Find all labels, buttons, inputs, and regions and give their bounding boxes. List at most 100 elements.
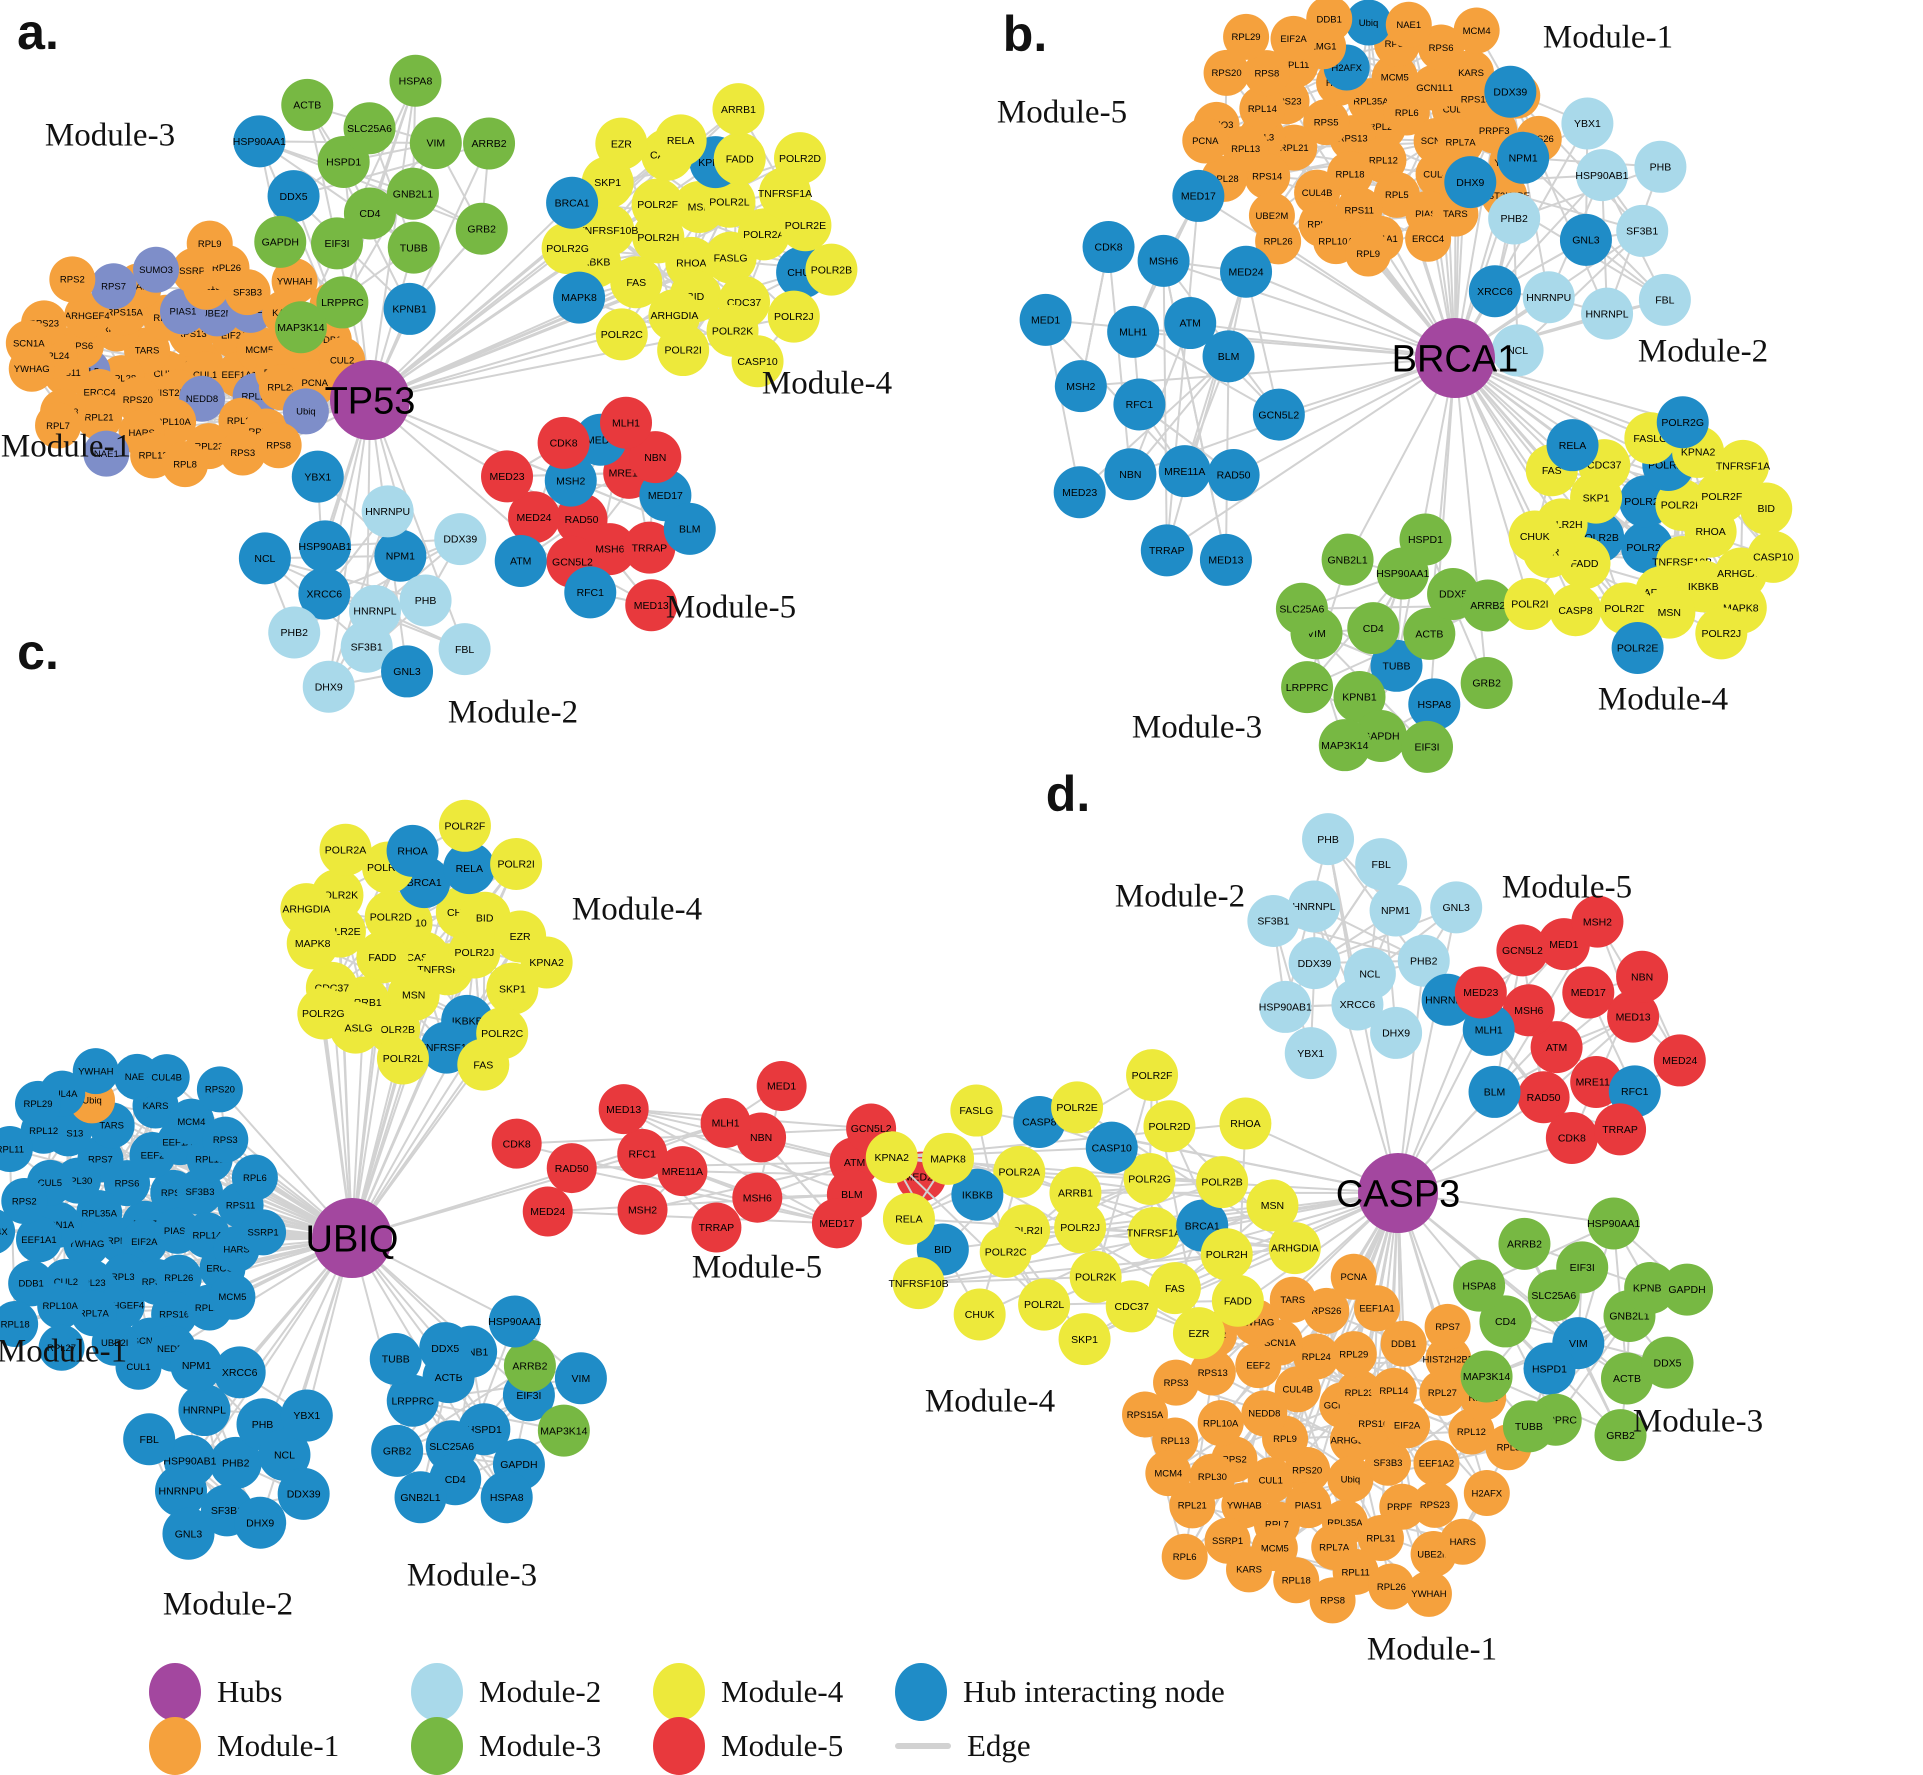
node-GNL3: GNL3 [1559,213,1612,266]
node-RPL29: RPL29 [1330,1331,1377,1378]
node-DDX39: DDX39 [434,513,487,566]
node-DDX5: DDX5 [1641,1336,1694,1389]
node-FBL: FBL [1355,838,1408,891]
node-MCM4: MCM4 [1145,1450,1192,1497]
legend-item-hub-interacting-node: Hub interacting node [895,1662,1225,1722]
legend-label: Module-5 [721,1728,844,1763]
node-RPS20: RPS20 [196,1066,243,1113]
legend-label: Module-4 [721,1674,844,1709]
node-RPS7: RPS7 [90,263,137,310]
node-H2AFX: H2AFX [1463,1470,1510,1517]
legend-item-module-3: Module-3 [411,1716,601,1775]
node-NPM1: NPM1 [1369,884,1422,937]
legend-swatch-hubnode [895,1663,947,1721]
node-ARRB2: ARRB2 [503,1339,556,1392]
legend-item-hubs: Hubs [149,1662,282,1722]
node-RPS2: RPS2 [49,256,96,303]
legend-label: Module-3 [479,1728,602,1763]
node-POLR2F: POLR2F [631,178,684,231]
node-RAD50: RAD50 [546,1143,597,1194]
node-XRCC6: XRCC6 [1468,265,1521,318]
node-MED17: MED17 [811,1198,862,1249]
node-TUBB: TUBB [387,221,440,274]
legend-item-module-1: Module-1 [149,1716,339,1775]
node-ARRB1: ARRB1 [712,83,765,136]
legend-label: Module-2 [479,1674,602,1709]
node-MED13: MED13 [1199,533,1252,586]
node-Ubiq: Ubiq [1345,0,1392,46]
hub-edge [1233,357,1456,476]
node-DDB1: DDB1 [8,1260,55,1307]
node-POLR2G: POLR2G [1656,396,1709,449]
edge [1080,1204,1273,1229]
node-RELA: RELA [1546,419,1599,472]
node-MED24: MED24 [1653,1034,1706,1087]
node-KARS: KARS [1226,1546,1273,1593]
node-CDK8: CDK8 [491,1118,542,1169]
legend-swatch-module2 [411,1663,463,1721]
hub-TP53: TP53 [325,360,415,440]
node-PHB: PHB [1302,813,1355,866]
node-TRRAP: TRRAP [1140,524,1193,577]
node-MED1: MED1 [756,1060,807,1111]
hub-label: BRCA1 [1392,338,1519,380]
node-SLC25A6: SLC25A6 [343,102,396,155]
panel-b-nodes: RPL23RPS13RPL35ARPL12RPS5RPL6RPL18HARSSC… [1019,0,1800,773]
node-HSP90AB1: HSP90AB1 [298,520,352,573]
node-ARHGDIA: ARHGDIA [1268,1222,1321,1275]
legend-label: Hubs [217,1674,283,1709]
node-ERCC4: ERCC4 [1405,215,1452,262]
node-POLR2D: POLR2D [773,132,826,185]
node-NPM1: NPM1 [374,529,427,582]
node-CDC37: CDC37 [1105,1280,1158,1333]
module-label-d-2: Module-2 [1114,878,1246,915]
edge [918,1275,1096,1285]
hub-edge [369,143,490,401]
node-FBL: FBL [438,623,491,676]
node-FADD: FADD [713,132,766,185]
node-PHB: PHB [399,574,452,627]
node-POLR2C: POLR2C [979,1225,1032,1278]
node-HSP90AA1: HSP90AA1 [488,1295,541,1348]
node-SSRP1: SSRP1 [240,1209,287,1256]
node-MAP3K14: MAP3K14 [537,1404,590,1457]
node-RPL9: RPL9 [186,220,233,267]
hub-label: UBIQ [306,1218,399,1260]
node-RPL6: RPL6 [231,1154,278,1201]
node-POLR2D: POLR2D [1143,1100,1196,1153]
edge [623,1108,853,1196]
node-MED24: MED24 [522,1186,573,1237]
node-GNL3: GNL3 [1430,881,1483,934]
node-RPL14: RPL14 [1370,1367,1417,1414]
node-NBN: NBN [1616,950,1669,1003]
module-label-a-4: Module-4 [761,365,893,402]
hub-edge [1163,259,1456,359]
edge [258,140,483,230]
node-POLR2I: POLR2I [490,837,543,890]
edge [1165,271,1248,551]
node-SLC25A6: SLC25A6 [1275,582,1328,635]
node-HSP90AB1: HSP90AB1 [1259,980,1312,1033]
node-DDX39: DDX39 [1484,65,1537,118]
hub-CASP3: CASP3 [1336,1153,1460,1233]
node-POLR2E: POLR2E [1611,622,1664,675]
node-TNFRSF1A: TNFRSF1A [1127,1206,1181,1259]
node-EIF3I: EIF3I [1556,1241,1609,1294]
node-HNRNPU: HNRNPU [1522,271,1575,324]
node-MED23: MED23 [1454,966,1507,1019]
node-POLR2C: POLR2C [595,308,648,361]
node-SKP1: SKP1 [1058,1313,1111,1366]
node-POLR2B: POLR2B [1196,1156,1249,1209]
node-RPS23: RPS23 [1411,1481,1458,1528]
panel-letter-b: b. [1002,6,1048,62]
legend-swatch-hub [149,1663,201,1721]
node-RPS7: RPS7 [1424,1303,1471,1350]
node-RPS3: RPS3 [202,1116,249,1163]
node-DHX9: DHX9 [302,660,355,713]
node-GNL3: GNL3 [162,1507,215,1560]
node-SCN1A: SCN1A [5,320,52,367]
node-TUBB: TUBB [369,1333,422,1386]
module-label-c-3: Module-3 [406,1557,538,1594]
node-CHUK: CHUK [953,1288,1006,1341]
